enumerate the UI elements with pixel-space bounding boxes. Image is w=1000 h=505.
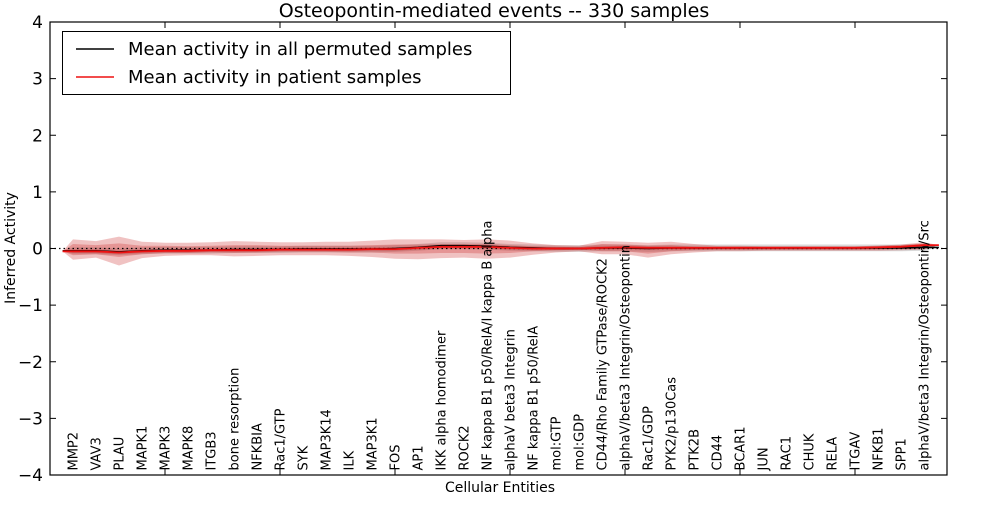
x-entity-label: ITGAV <box>849 432 864 471</box>
x-entity-label: PLAU <box>113 437 128 471</box>
x-entity-label: NFKBIA <box>251 423 266 470</box>
x-entity-label: mol:GDP <box>573 414 588 471</box>
y-axis-label: Inferred Activity <box>3 192 19 304</box>
legend-box <box>62 31 511 95</box>
x-entity-label: RELA <box>826 437 841 471</box>
x-entity-label: SYK <box>297 445 312 470</box>
band-patient-mid <box>62 243 939 257</box>
x-entity-label: alphaV/beta3 Integrin/Osteopontin <box>619 245 634 470</box>
x-entity-label: Rac1/GTP <box>274 408 289 470</box>
x-entity-label: CD44/Rho Family GTPase/ROCK2 <box>596 258 611 470</box>
x-entity-label: MAP3K14 <box>320 409 335 470</box>
x-entity-label: CHUK <box>803 433 818 470</box>
x-entity-label: mol:GTP <box>550 416 565 470</box>
band-patient-outer <box>62 236 939 266</box>
x-entity-label: AP1 <box>412 445 427 470</box>
series-lines <box>50 244 947 254</box>
y-tick-label: −3 <box>18 409 43 429</box>
legend-label-patient: Mean activity in patient samples <box>128 67 422 88</box>
x-entity-label: VAV3 <box>90 437 105 470</box>
x-entity-label: MAP3K1 <box>366 417 381 470</box>
x-entity-label: PTK2B <box>688 429 703 471</box>
x-entity-labels: MMP2 VAV3 PLAU MAPK1 MAPK3 MAPK8 ITGB3 bone res… <box>67 220 933 471</box>
y-tick-labels: 4 3 2 1 0 −1 −2 −3 −4 <box>18 13 43 486</box>
x-entity-label: FOS <box>389 445 404 471</box>
chart-title: Osteopontin-mediated events -- 330 sampl… <box>279 0 709 22</box>
x-entity-label: JUN <box>757 447 772 471</box>
x-entity-label: PYK2/p130Cas <box>665 377 680 471</box>
x-entity-label: NF kappa B1 p50/RelA <box>527 326 542 471</box>
x-entity-label: bone resorption <box>228 368 243 471</box>
legend-label-permuted: Mean activity in all permuted samples <box>128 39 472 60</box>
y-tick-label: 2 <box>32 126 43 146</box>
y-tick-label: −1 <box>18 296 43 316</box>
x-entity-label: NFKB1 <box>872 428 887 471</box>
x-entity-label: RAC1 <box>780 436 795 471</box>
x-entity-label: alphaV beta3 Integrin <box>504 329 519 470</box>
y-tick-label: −2 <box>18 353 43 373</box>
patient-mean-line <box>62 244 939 254</box>
x-entity-label: CD44 <box>711 435 726 471</box>
y-tick-label: 3 <box>32 70 43 90</box>
x-entity-label: MAPK8 <box>182 426 197 471</box>
y-tick-label: 0 <box>32 240 43 260</box>
x-entity-label: ROCK2 <box>458 425 473 470</box>
y-tick-label: 1 <box>32 183 43 203</box>
y-tick-label: −4 <box>18 466 43 486</box>
x-entity-label: MMP2 <box>67 432 82 471</box>
x-entity-label: ILK <box>343 450 358 470</box>
x-entity-label: NF kappa B1 p50/RelA/I kappa B alpha <box>481 221 496 471</box>
x-entity-label: alphaV/beta3 Integrin/Osteopontin/Src <box>918 220 933 470</box>
x-axis-label: Cellular Entities <box>445 480 555 496</box>
x-entity-label: SPP1 <box>895 438 910 470</box>
x-entity-label: MAPK1 <box>136 426 151 471</box>
x-entity-label: Rac1/GDP <box>642 406 657 471</box>
x-entity-label: ITGB3 <box>205 431 220 470</box>
x-entity-label: MAPK3 <box>159 426 174 471</box>
x-entity-label: IKK alpha homodimer <box>435 330 450 471</box>
x-entity-label: BCAR1 <box>734 427 749 471</box>
axis-ticks <box>50 21 947 476</box>
y-tick-label: 4 <box>32 13 43 33</box>
legend: Mean activity in all permuted samples Me… <box>62 31 511 95</box>
